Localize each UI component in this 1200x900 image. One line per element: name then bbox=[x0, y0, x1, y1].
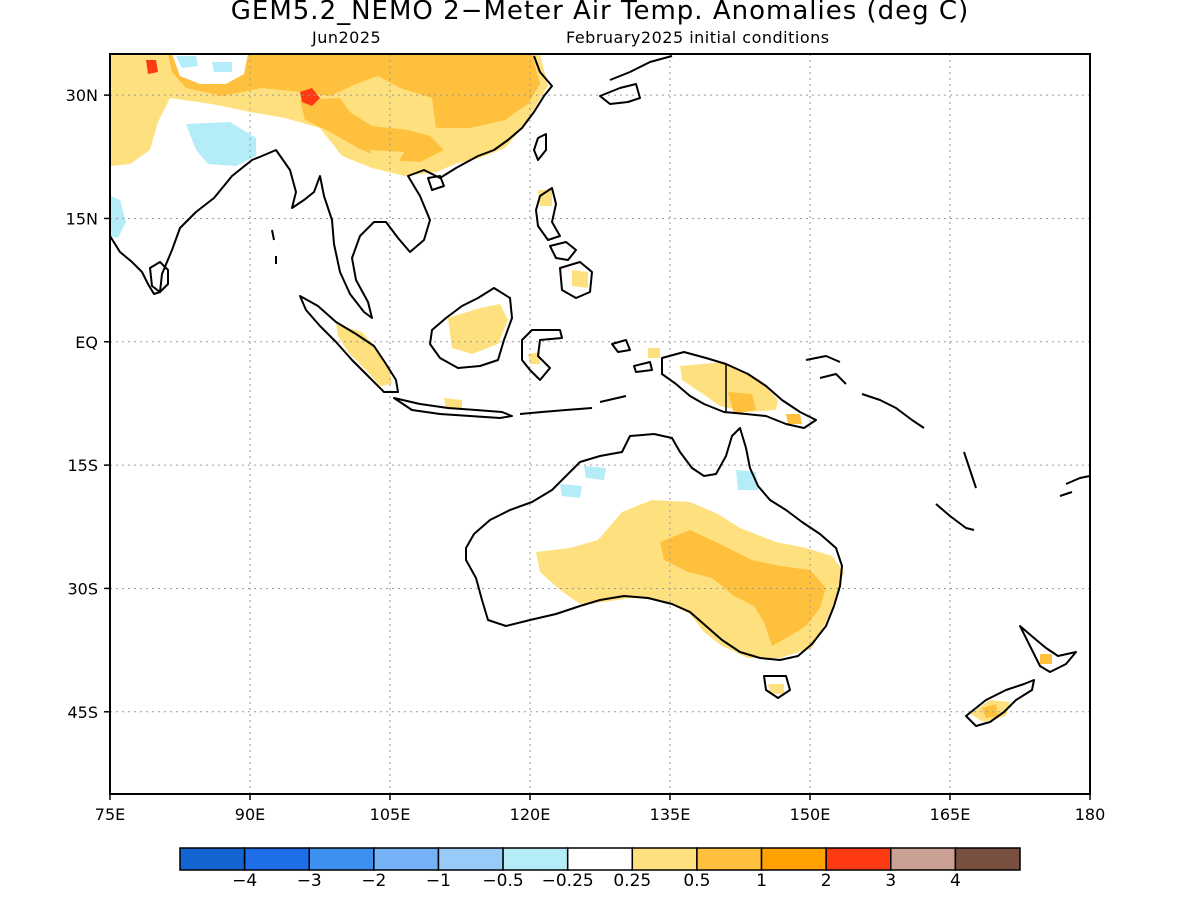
warm-anomaly-sulawesi bbox=[528, 352, 540, 364]
coastline-new-zealand-south bbox=[965, 679, 1035, 727]
coastline-maluku bbox=[611, 339, 653, 373]
colorbar-label-3: −1 bbox=[426, 871, 451, 891]
colorbar-swatch-2 bbox=[308, 847, 375, 871]
grid-lines bbox=[110, 54, 1090, 794]
colorbar-swatch-7 bbox=[631, 847, 698, 871]
lon-tick-label-1: 90E bbox=[235, 805, 265, 824]
warm-anomaly-java bbox=[444, 398, 462, 408]
coastline-tasmania bbox=[763, 675, 791, 699]
coastline-solomons bbox=[861, 393, 925, 429]
coastline-new-zealand-north bbox=[1019, 625, 1077, 673]
colorbar: −4 −3 −2 −1 −0.5 −0.25 0.25 0.5 1 2 3 4 bbox=[179, 847, 1021, 891]
lat-tick-label-0: 30N bbox=[66, 86, 98, 105]
colorbar-label-8: 1 bbox=[756, 871, 767, 891]
colorbar-label-10: 3 bbox=[885, 871, 896, 891]
lon-tick-label-3: 120E bbox=[510, 805, 551, 824]
coastline-asia bbox=[110, 55, 553, 319]
colorbar-label-9: 2 bbox=[821, 871, 832, 891]
lat-tick-label-1: 15N bbox=[66, 209, 98, 228]
map-area bbox=[110, 54, 1090, 794]
lon-tick-label-7: 180 bbox=[1075, 805, 1106, 824]
colorbar-swatch-11 bbox=[890, 847, 957, 871]
lat-tick-label-2: EQ bbox=[75, 333, 98, 352]
coastline-vanuatu bbox=[963, 451, 977, 489]
coastline-sri-lanka bbox=[149, 261, 169, 293]
colorbar-label-0: −4 bbox=[232, 871, 257, 891]
warm-anomaly-australia-strong bbox=[660, 530, 826, 646]
lon-tick-label-5: 150E bbox=[790, 805, 831, 824]
coastlines bbox=[110, 55, 1090, 727]
warm-anomaly-new-guinea-east bbox=[786, 414, 802, 424]
forecast-month: Jun2025 bbox=[312, 28, 382, 47]
coastline-visayas bbox=[549, 241, 577, 261]
latitude-labels: 30N 15N EQ 15S 30S 45S bbox=[66, 86, 110, 722]
colorbar-swatch-12 bbox=[954, 847, 1021, 871]
lon-tick-label-0: 75E bbox=[95, 805, 125, 824]
lat-tick-label-5: 45S bbox=[67, 703, 98, 722]
lat-tick-label-3: 15S bbox=[67, 456, 98, 475]
colorbar-label-11: 4 bbox=[950, 871, 961, 891]
cool-anomaly-kimberley-2 bbox=[560, 484, 582, 498]
cool-anomaly-kimberley bbox=[584, 466, 606, 480]
lat-tick-label-4: 30S bbox=[67, 579, 98, 598]
colorbar-label-6: 0.25 bbox=[613, 871, 651, 891]
cool-anomaly-west-india bbox=[110, 196, 126, 238]
colorbar-swatch-4 bbox=[437, 847, 504, 871]
coastline-mindanao bbox=[559, 261, 593, 299]
lon-tick-label-2: 105E bbox=[370, 805, 411, 824]
chart-title: GEM5.2_NEMO 2−Meter Air Temp. Anomalies … bbox=[230, 0, 970, 26]
colorbar-label-5: −0.25 bbox=[542, 871, 594, 891]
warm-anomaly-new-zealand-south-strong bbox=[982, 704, 998, 718]
coastline-hainan bbox=[427, 175, 445, 191]
hot-spot-west bbox=[146, 60, 158, 74]
colorbar-label-2: −2 bbox=[361, 871, 386, 891]
lon-tick-label-4: 135E bbox=[650, 805, 691, 824]
coastline-sulawesi bbox=[521, 329, 563, 381]
colorbar-swatch-5 bbox=[502, 847, 569, 871]
colorbar-swatch-1 bbox=[243, 847, 310, 871]
cool-anomaly-north-india bbox=[186, 122, 256, 166]
coastline-fiji bbox=[1059, 475, 1090, 497]
colorbar-label-1: −3 bbox=[297, 871, 322, 891]
coastline-java bbox=[393, 397, 513, 419]
colorbar-swatch-8 bbox=[696, 847, 763, 871]
colorbar-label-7: 0.5 bbox=[683, 871, 710, 891]
coastline-sumatra bbox=[299, 295, 399, 393]
coastline-lesser-sundas bbox=[519, 395, 627, 415]
warm-anomaly-indochina bbox=[370, 150, 404, 166]
colorbar-swatch-10 bbox=[825, 847, 892, 871]
colorbar-label-4: −0.5 bbox=[482, 871, 523, 891]
warm-anomaly-new-zealand-north bbox=[1040, 654, 1052, 664]
cool-anomaly-tibet bbox=[176, 56, 198, 68]
warm-anomaly-new-guinea bbox=[680, 362, 778, 412]
warm-anomaly-sumatra bbox=[336, 324, 392, 386]
warm-anomaly-china-strong-2 bbox=[300, 98, 444, 162]
colorbar-swatch-6 bbox=[566, 847, 634, 871]
warm-anomaly-new-guinea-strong bbox=[728, 392, 756, 414]
coastline-bismarck bbox=[805, 355, 847, 385]
colorbar-swatch-3 bbox=[373, 847, 440, 871]
map-frame bbox=[109, 53, 1091, 795]
coastline-luzon bbox=[535, 187, 561, 241]
hot-spot-himalaya bbox=[300, 88, 320, 106]
coastline-new-caledonia bbox=[935, 503, 975, 531]
lon-tick-label-6: 165E bbox=[930, 805, 971, 824]
warm-anomaly-borneo bbox=[448, 304, 508, 354]
coastline-taiwan bbox=[533, 133, 547, 161]
colorbar-swatch-9 bbox=[760, 847, 827, 871]
cool-anomaly-tibet-2 bbox=[212, 62, 232, 72]
coastline-australia bbox=[465, 427, 843, 661]
warm-anomaly-tasmania bbox=[768, 684, 784, 694]
anomaly-shading bbox=[110, 54, 1052, 722]
coastline-japan bbox=[599, 55, 673, 105]
initial-conditions: February2025 initial conditions bbox=[566, 28, 830, 47]
warm-anomaly-halmahera bbox=[648, 348, 660, 358]
colorbar-swatch-0 bbox=[179, 847, 246, 871]
longitude-labels: 75E 90E 105E 120E 135E 150E 165E 180 bbox=[95, 794, 1106, 824]
coastline-borneo bbox=[429, 287, 513, 369]
coastline-andaman bbox=[271, 229, 277, 264]
warm-anomaly-mindanao bbox=[572, 270, 588, 288]
